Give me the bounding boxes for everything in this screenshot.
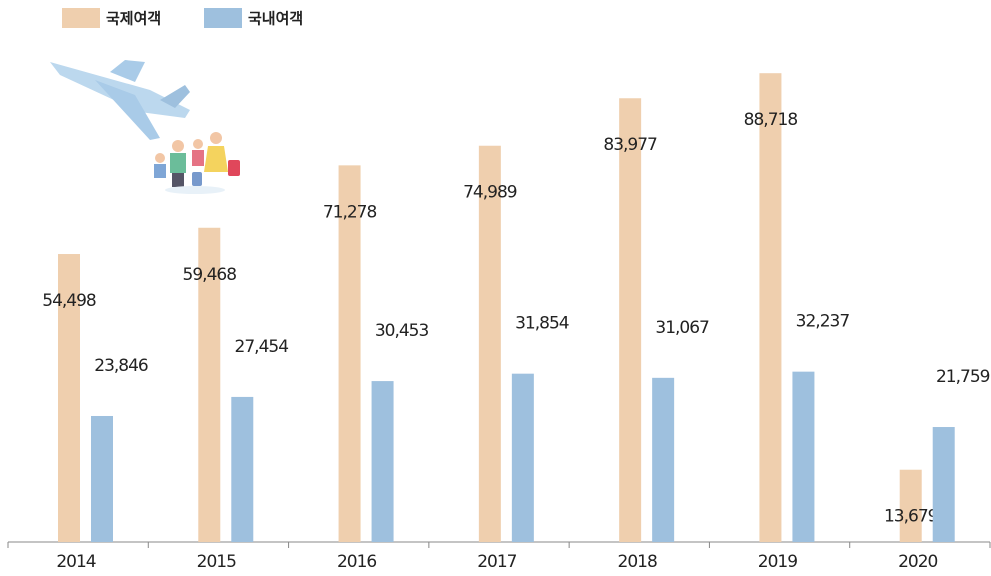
- bar: [479, 146, 501, 542]
- x-tick-label: 2014: [56, 552, 95, 572]
- value-label: 71,278: [323, 202, 377, 222]
- value-label: 54,498: [42, 291, 96, 311]
- bar: [619, 98, 641, 542]
- bar: [512, 374, 534, 542]
- value-label: 13,679: [884, 507, 938, 527]
- x-tick-label: 2015: [197, 552, 236, 572]
- value-label: 30,453: [375, 321, 429, 341]
- bar: [231, 397, 253, 542]
- legend-swatch: [62, 8, 100, 28]
- x-tick-label: 2019: [758, 552, 797, 572]
- legend-label: 국제여객: [106, 10, 161, 28]
- value-label: 32,237: [796, 312, 850, 332]
- value-label: 31,067: [655, 318, 709, 338]
- bar: [652, 378, 674, 542]
- value-label: 21,759: [936, 367, 990, 387]
- value-label: 83,977: [603, 135, 657, 155]
- x-tick-label: 2016: [337, 552, 376, 572]
- bar: [91, 416, 113, 542]
- value-label: 88,718: [744, 110, 798, 130]
- bar: [372, 381, 394, 542]
- x-tick-label: 2018: [618, 552, 657, 572]
- legend-swatch: [204, 8, 242, 28]
- x-tick-label: 2017: [477, 552, 516, 572]
- bar: [792, 372, 814, 542]
- value-label: 27,454: [235, 337, 289, 357]
- value-label: 59,468: [183, 265, 237, 285]
- legend-label: 국내여객: [248, 10, 303, 28]
- x-tick-label: 2020: [898, 552, 937, 572]
- illustration: [50, 60, 240, 194]
- chart: 국제여객 국내여객 2014 54,498 23,846 2015 59,468 27,454…: [0, 0, 991, 576]
- value-label: 23,846: [94, 356, 148, 376]
- bar: [933, 427, 955, 542]
- value-label: 31,854: [515, 314, 569, 334]
- value-label: 74,989: [463, 183, 517, 203]
- bar: [759, 73, 781, 542]
